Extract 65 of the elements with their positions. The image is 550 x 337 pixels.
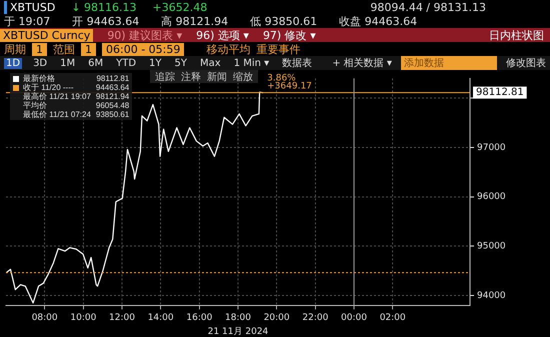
- text: 重要事件: [256, 42, 300, 56]
- x-tick-label: 12:00: [109, 313, 136, 324]
- annotation: 新闻: [207, 70, 227, 84]
- annotation: 96054.48: [96, 101, 130, 110]
- text: ↓ 98116.13: [71, 0, 137, 14]
- text: 收盘 94463.64: [339, 14, 418, 28]
- text: XBTUSD Curncy: [0, 28, 94, 42]
- text: 97) 修改 ▾: [262, 28, 316, 42]
- x-tick-label: 00:00: [341, 313, 368, 324]
- legend-label: 最新价格: [23, 74, 55, 83]
- text: Max: [199, 58, 222, 68]
- x-tick-label: 22:00: [302, 313, 329, 324]
- text: 6M: [87, 58, 104, 68]
- text: 于 19:07: [4, 14, 50, 28]
- annotation: 最低价 11/21 07:24: [23, 110, 91, 119]
- annotation: 追踪: [155, 70, 175, 84]
- text: 1: [32, 42, 47, 56]
- annotation: 收于 11/20 ----: [23, 83, 74, 92]
- annotation: +3649.17: [267, 82, 312, 92]
- text: 移动平均: [206, 42, 250, 56]
- text: 1D: [4, 58, 22, 68]
- annotation: 缩放: [233, 70, 253, 84]
- annotation: 注释: [181, 70, 201, 84]
- annotation: 94463.64: [96, 83, 130, 92]
- annotation: 98121.94: [96, 92, 130, 101]
- text: 06:00 - 05:59: [102, 42, 184, 56]
- x-tick-label: 20:00: [264, 313, 290, 324]
- text: 90) 建议图表 ▾: [107, 28, 182, 42]
- text: YTD: [115, 58, 138, 68]
- annotation: 93850.61: [96, 110, 130, 119]
- text: 低 93850.61: [250, 14, 318, 28]
- text: 开 94463.64: [72, 14, 140, 28]
- text: 1M: [59, 58, 76, 68]
- text: 1: [81, 42, 96, 56]
- text: 数据表: [281, 56, 314, 70]
- text: 修改图表: [506, 56, 546, 70]
- y-tick-label: 96000: [477, 192, 506, 202]
- annotation: 98112.81: [96, 74, 130, 83]
- text: 日内柱状图: [489, 28, 544, 42]
- text: 3D: [32, 58, 48, 68]
- x-tick-label: 14:00: [148, 313, 174, 324]
- text: 98094.44 / 98131.13: [370, 0, 486, 14]
- chart-title: XBTUSD: [4, 0, 56, 14]
- y-tick-label: 97000: [477, 142, 506, 153]
- text: +3652.48: [152, 0, 208, 14]
- text: 1 Min ▾: [232, 58, 270, 68]
- text: 1Y: [148, 58, 163, 68]
- y-tick-label: 94000: [477, 290, 506, 301]
- text: 范围: [53, 42, 75, 56]
- y-tick-label: 95000: [477, 242, 506, 252]
- x-tick-label: 08:00: [32, 313, 58, 324]
- annotation: 最高价 11/21 19:07: [23, 92, 91, 101]
- text: 5Y: [174, 58, 188, 68]
- text: + 相关数据 ▾: [332, 56, 392, 70]
- x-tick-label: 02:00: [380, 313, 406, 324]
- text: 96) 选项 ▾: [196, 28, 249, 42]
- text: 周期: [4, 42, 26, 56]
- text: 添加数据: [400, 56, 497, 70]
- x-tick-label: 16:00: [186, 313, 213, 324]
- x-axis-title: 21 11月 2024: [208, 326, 269, 337]
- text: 高 98121.94: [161, 14, 228, 28]
- x-tick-label: 18:00: [225, 313, 252, 324]
- ref-line-label: 98112.81: [476, 87, 524, 98]
- x-tick-label: 10:00: [70, 313, 97, 324]
- annotation: 平均价: [23, 101, 47, 110]
